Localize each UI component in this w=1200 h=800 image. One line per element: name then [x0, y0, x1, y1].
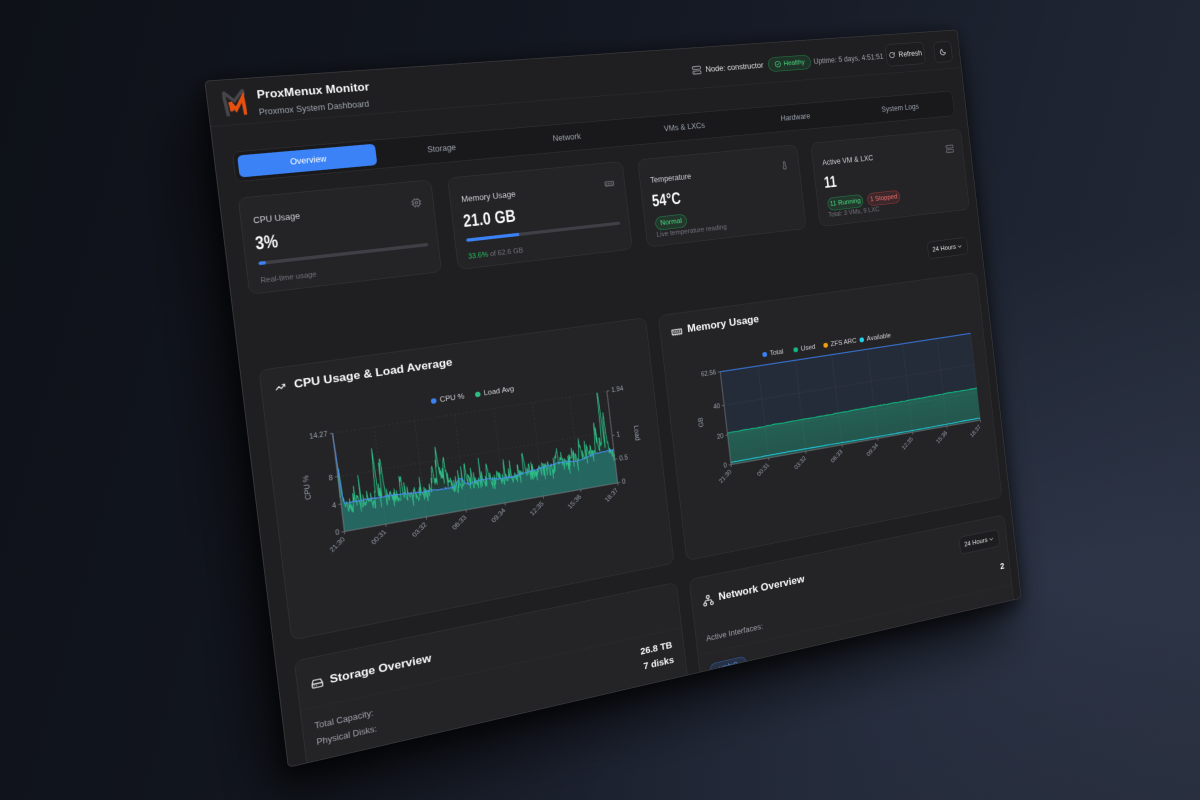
svg-text:4: 4	[332, 501, 337, 510]
svg-text:15:36: 15:36	[566, 493, 583, 510]
svg-text:00:31: 00:31	[369, 528, 388, 546]
svg-text:15:36: 15:36	[935, 429, 949, 445]
svg-text:18:37: 18:37	[969, 423, 983, 438]
svg-text:00:31: 00:31	[755, 461, 770, 477]
svg-text:CPU %: CPU %	[301, 474, 313, 500]
svg-text:09:34: 09:34	[490, 507, 508, 525]
svg-text:03:32: 03:32	[410, 521, 428, 539]
svg-text:14.27: 14.27	[309, 430, 328, 441]
svg-text:GB: GB	[697, 416, 705, 427]
svg-text:Load: Load	[632, 425, 641, 442]
svg-text:06:33: 06:33	[450, 514, 468, 532]
svg-text:40: 40	[713, 402, 720, 410]
svg-text:06:33: 06:33	[829, 448, 844, 464]
svg-text:0: 0	[622, 478, 626, 486]
svg-text:21:30: 21:30	[717, 468, 733, 485]
svg-text:0.5: 0.5	[619, 453, 629, 462]
svg-text:12:35: 12:35	[528, 500, 545, 517]
svg-text:21:30: 21:30	[328, 535, 347, 553]
svg-text:62.56: 62.56	[701, 369, 717, 379]
svg-text:12:35: 12:35	[900, 436, 914, 452]
svg-text:1.94: 1.94	[611, 385, 624, 394]
svg-text:1: 1	[616, 431, 620, 439]
svg-text:09:34: 09:34	[865, 442, 879, 458]
svg-text:0: 0	[723, 462, 727, 470]
svg-text:8: 8	[328, 473, 333, 482]
svg-text:18:37: 18:37	[603, 486, 620, 503]
svg-text:20: 20	[716, 432, 723, 440]
svg-text:0: 0	[335, 528, 340, 537]
svg-text:03:32: 03:32	[793, 455, 808, 471]
